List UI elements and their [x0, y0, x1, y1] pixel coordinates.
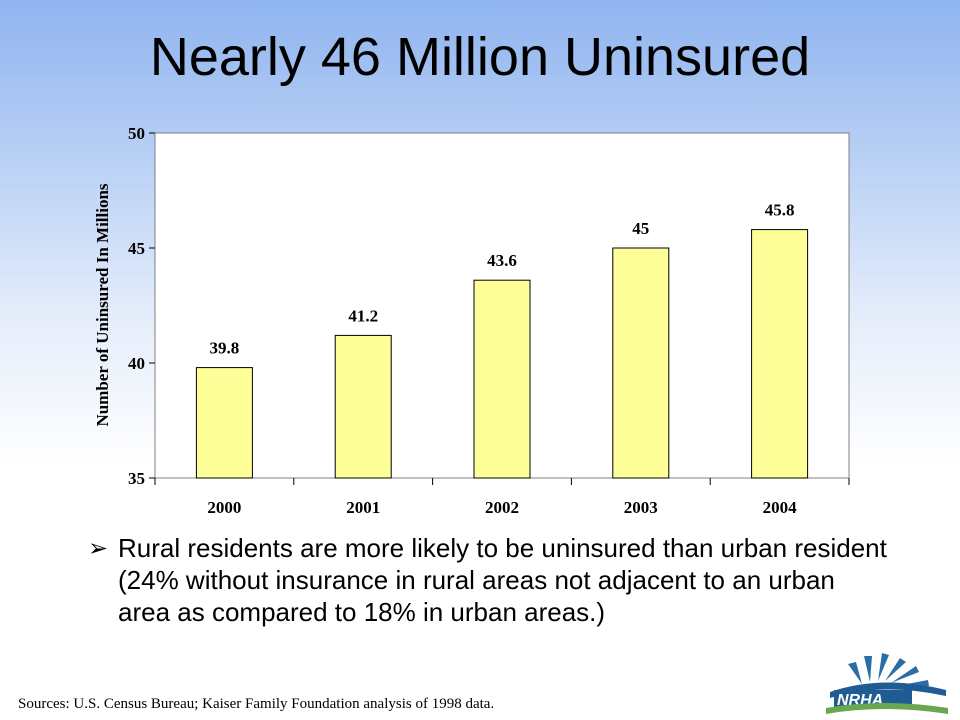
data-label: 39.8 — [210, 339, 240, 358]
bar-2002 — [473, 279, 531, 479]
y-tick-label: 35 — [128, 469, 145, 488]
y-tick-label: 45 — [128, 239, 145, 258]
y-tick-label: 50 — [128, 124, 145, 143]
sunburst-icon — [848, 653, 929, 686]
nrha-logo: NRHA — [826, 653, 948, 714]
y-tick-label: 40 — [128, 354, 145, 373]
data-label: 43.6 — [487, 251, 517, 270]
bar-2001 — [334, 334, 392, 479]
bullet-point: ➢ Rural residents are more likely to be … — [88, 532, 888, 628]
y-axis-label: Number of Uninsured In Millions — [93, 183, 112, 426]
data-label: 45 — [632, 219, 649, 238]
x-tick-label: 2003 — [624, 498, 658, 517]
data-label: 45.8 — [765, 201, 795, 220]
bar-2000 — [195, 367, 253, 479]
x-tick-label: 2001 — [346, 498, 380, 517]
data-labels: 39.8 41.2 43.6 45 45.8 — [210, 201, 795, 358]
x-tick-label: 2004 — [763, 498, 798, 517]
bars — [195, 229, 809, 479]
x-axis: 2000 2001 2002 2003 2004 — [154, 478, 850, 517]
slide-title: Nearly 46 Million Uninsured — [149, 27, 811, 87]
y-axis: 35 40 45 50 — [128, 124, 155, 488]
data-label: 41.2 — [348, 306, 378, 325]
arrow-bullet-icon: ➢ — [88, 535, 109, 562]
bar-2004 — [751, 229, 809, 479]
bar-chart: 35 40 45 50 2000 2001 2002 2003 2004 39.8 41.2 43… — [93, 124, 850, 517]
bar-2003 — [612, 247, 670, 479]
x-tick-label: 2000 — [207, 498, 241, 517]
bullet-text: Rural residents are more likely to be un… — [118, 533, 887, 627]
sources-note: Sources: U.S. Census Bureau; Kaiser Fami… — [18, 696, 495, 712]
x-tick-label: 2002 — [485, 498, 519, 517]
